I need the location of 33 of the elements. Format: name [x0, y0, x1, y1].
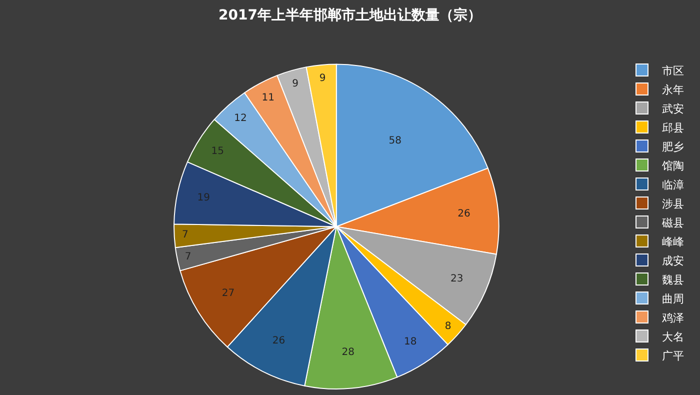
data-label: 19	[197, 192, 210, 204]
legend-label: 临漳	[662, 178, 684, 192]
data-label: 7	[184, 252, 192, 263]
data-label: 58	[388, 136, 402, 147]
data-label: 26	[272, 336, 286, 347]
legend-label: 馆陶	[661, 159, 684, 172]
data-label: 8	[444, 321, 452, 332]
data-label: 11	[262, 92, 274, 104]
legend-label: 鸡泽	[661, 311, 684, 324]
legend-label: 邱县	[662, 121, 684, 134]
legend-label: 肥乡	[662, 140, 684, 154]
data-label: 9	[292, 78, 299, 90]
legend-label: 广平	[662, 349, 684, 362]
data-label: 27	[222, 288, 235, 300]
legend-label: 曲周	[662, 292, 684, 306]
legend-label: 磁县	[661, 216, 684, 230]
legend-label: 武安	[662, 102, 684, 116]
legend-label: 永年	[662, 83, 684, 96]
data-label: 15	[211, 146, 224, 157]
legend-label: 魏县	[662, 273, 684, 286]
chart-title: 2017年上半年邯郸市土地出让数量（宗）	[218, 6, 482, 24]
legend-label: 涉县	[662, 197, 684, 210]
legend-label: 大名	[662, 330, 684, 344]
legend-label: 市区	[662, 64, 684, 78]
data-label: 23	[450, 273, 464, 284]
data-label: 12	[234, 113, 247, 124]
legend-label: 峰峰	[662, 235, 684, 248]
data-label: 18	[404, 336, 417, 348]
legend-label: 成安	[662, 254, 684, 268]
data-label: 7	[182, 230, 188, 241]
data-label: 9	[319, 73, 326, 84]
data-label: 26	[458, 208, 470, 220]
data-label: 28	[342, 346, 355, 358]
